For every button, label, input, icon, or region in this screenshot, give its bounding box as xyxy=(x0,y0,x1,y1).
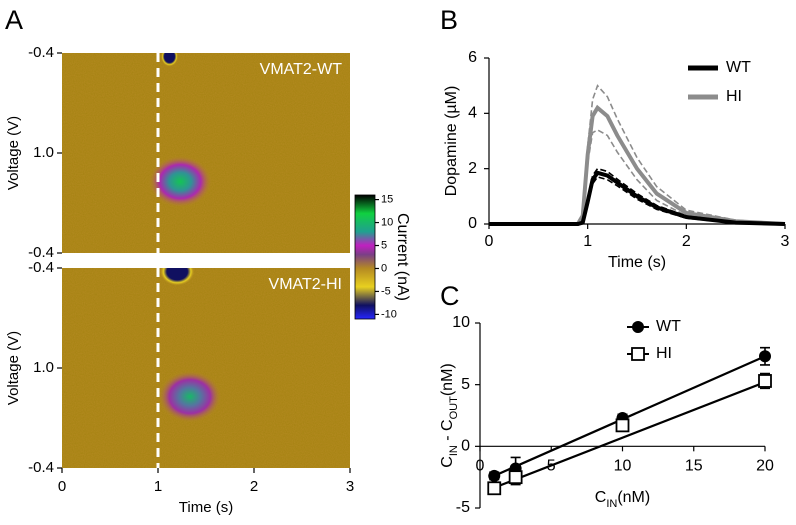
heatmap-noise xyxy=(62,268,350,468)
point xyxy=(508,470,523,485)
colorbar xyxy=(354,194,376,320)
x-tick-label: 15 xyxy=(685,458,703,475)
subscript: IN xyxy=(448,445,460,456)
y-tick-label: 1.0 xyxy=(33,144,54,161)
legend-label: HI xyxy=(726,88,742,105)
y-tick-label: 4 xyxy=(468,105,477,122)
y-tick-label: 5 xyxy=(461,376,470,393)
legend-marker xyxy=(631,347,645,361)
point xyxy=(759,350,771,363)
x-tick-label: 3 xyxy=(346,478,354,495)
x-tick-label: 0 xyxy=(485,233,494,250)
x-axis-label: Time (s) xyxy=(608,254,666,271)
x-tick-label: 20 xyxy=(756,458,774,475)
label-part: C xyxy=(439,456,456,468)
panel-label: C xyxy=(440,281,460,311)
line xyxy=(489,104,786,226)
point xyxy=(615,418,630,433)
point xyxy=(488,469,501,482)
x-tick-label: 0 xyxy=(476,458,485,475)
colorbar-tick-label: -10 xyxy=(381,308,397,320)
colorbar-label: Current (nA) xyxy=(394,213,411,301)
colorbar-tick-label: 15 xyxy=(381,193,393,205)
y-axis-label: Dopamine (µM) xyxy=(443,86,460,197)
x-tick-label: 3 xyxy=(781,233,790,250)
y-tick-label: -0.4 xyxy=(28,44,54,61)
y-tick-label: 0 xyxy=(468,215,477,232)
y-tick-label: 2 xyxy=(468,160,477,177)
current-peak xyxy=(160,53,179,67)
current-peak xyxy=(158,370,222,423)
x-tick-label: 2 xyxy=(682,233,691,250)
label-part: (nM) xyxy=(439,363,456,396)
y-tick-label: 0 xyxy=(461,438,470,455)
point xyxy=(487,481,502,496)
y-tick-label: -5 xyxy=(456,499,470,516)
colorbar-tick-label: 10 xyxy=(381,216,393,228)
y-axis-label: Voltage (V) xyxy=(5,116,22,190)
y-tick-label: 1.0 xyxy=(33,359,54,376)
line xyxy=(489,170,786,226)
error-bound xyxy=(489,129,786,225)
current-peak xyxy=(148,155,212,208)
subscript: IN xyxy=(606,498,617,510)
fit-line xyxy=(493,381,766,489)
heatmap-noise xyxy=(62,53,350,253)
x-tick-label: 1 xyxy=(154,478,162,495)
x-tick-label: 1 xyxy=(583,233,592,250)
legend-label: WT xyxy=(726,59,751,76)
legend-marker xyxy=(632,321,644,333)
y-axis-label: CIN - COUT(nM) xyxy=(439,363,460,467)
y-axis-label: Voltage (V) xyxy=(5,331,22,405)
colorbar-tick-label: 0 xyxy=(381,262,387,274)
colorbar-tick-label: 5 xyxy=(381,239,387,251)
x-axis-label: CIN(nM) xyxy=(595,489,650,510)
error-bound xyxy=(489,176,786,225)
subscript: OUT xyxy=(448,396,460,420)
y-tick-label: 10 xyxy=(452,314,470,331)
annotation: VMAT2-WT xyxy=(260,61,343,78)
label-part: C xyxy=(595,489,607,506)
label-part: (nM) xyxy=(617,489,650,506)
panel-label: B xyxy=(440,5,458,35)
current-peak xyxy=(159,268,195,286)
x-tick-label: 0 xyxy=(58,478,66,495)
annotation: VMAT2-HI xyxy=(269,276,342,293)
colorbar-tick-label: -5 xyxy=(381,285,391,297)
y-tick-label: -0.4 xyxy=(28,259,54,276)
y-tick-label: -0.4 xyxy=(28,459,54,476)
x-axis-label: Time (s) xyxy=(179,499,233,516)
y-tick-label: 6 xyxy=(468,49,477,66)
error-bound xyxy=(489,84,786,225)
legend-label: HI xyxy=(656,345,672,362)
x-tick-label: 2 xyxy=(250,478,258,495)
panel-label: A xyxy=(5,5,23,35)
label-part: - C xyxy=(439,419,456,445)
x-tick-label: 10 xyxy=(614,458,632,475)
legend-label: WT xyxy=(656,318,681,335)
point xyxy=(758,374,772,388)
fit-line xyxy=(493,355,766,477)
y-tick-label: -0.4 xyxy=(28,244,54,261)
